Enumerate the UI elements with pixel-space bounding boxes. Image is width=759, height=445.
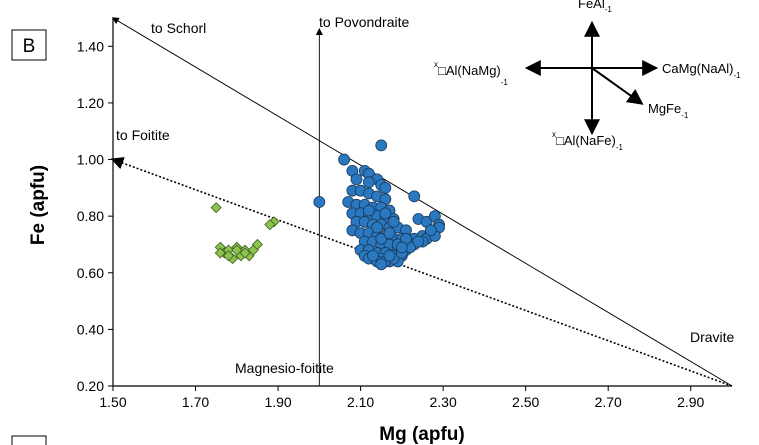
data-point: [408, 190, 421, 203]
vector-label-down: x□Al(NaFe)-1: [552, 130, 624, 152]
data-point: [264, 219, 276, 231]
x-axis-title: Mg (apfu): [379, 424, 464, 445]
data-point: [379, 181, 392, 194]
data-point: [362, 204, 375, 217]
data-point: [379, 207, 392, 220]
x-tick-label: 2.10: [347, 394, 374, 410]
annotation-dravite: Dravite: [690, 329, 735, 345]
x-tick-label: 2.50: [512, 394, 539, 410]
y-tick-label: 1.20: [77, 95, 104, 111]
x-tick-label: 2.30: [430, 394, 457, 410]
data-point: [383, 227, 396, 240]
vector-label-left: x□Al(NaMg)-1: [434, 60, 508, 87]
y-tick-label: 0.20: [77, 378, 104, 394]
data-point: [362, 176, 375, 189]
reference-line: [110, 157, 733, 387]
y-tick-label: 0.60: [77, 265, 104, 281]
data-point: [350, 173, 363, 186]
annotation-foitite: to Foitite: [116, 127, 170, 143]
panel-label-box-lower: [11, 435, 47, 445]
data-point: [338, 153, 350, 166]
data-point: [424, 224, 437, 237]
data-point: [395, 241, 408, 254]
annotation-schorl: to Schorl: [151, 20, 206, 36]
data-point: [375, 232, 388, 245]
panel-label: B: [23, 36, 36, 57]
x-tick-label: 1.90: [264, 394, 291, 410]
panel-label-box: [11, 29, 47, 61]
vector-label-up: FeAl-1: [578, 0, 612, 14]
annotation-povondraite: to Povondraite: [319, 14, 409, 30]
data-point: [412, 235, 425, 248]
y-tick-label: 1.00: [77, 152, 104, 168]
vector-label-diag: MgFe-1: [648, 101, 689, 120]
data-point: [231, 244, 243, 256]
data-point: [210, 202, 222, 214]
y-tick-label: 1.40: [77, 38, 104, 54]
x-tick-label: 1.50: [99, 394, 126, 410]
data-point: [375, 258, 388, 271]
data-point: [371, 221, 384, 234]
data-point: [251, 238, 263, 251]
reference-line: [111, 17, 733, 387]
data-point: [387, 215, 400, 228]
data-point: [383, 249, 396, 262]
y-tick-label: 0.80: [77, 208, 104, 224]
data-point: [222, 250, 235, 262]
x-tick-label: 2.70: [595, 394, 622, 410]
y-axis-title: Fe (apfu): [28, 165, 49, 245]
data-point: [239, 247, 251, 259]
data-point: [313, 196, 326, 208]
data-point: [214, 247, 226, 259]
x-tick-label: 2.90: [677, 394, 704, 410]
x-tick-label: 1.70: [182, 394, 209, 410]
annotation-magnesio-foitite: Magnesio-foitite: [235, 360, 334, 376]
y-tick-label: 0.40: [77, 321, 104, 337]
data-point: [375, 139, 388, 152]
data-point: [367, 249, 379, 262]
exchange-vector-diagram: FeAl-1 CaMg(NaAl)-1 x□Al(NaMg)-1 x□Al(Na…: [434, 0, 741, 152]
vector-label-right: CaMg(NaAl)-1: [662, 61, 741, 80]
